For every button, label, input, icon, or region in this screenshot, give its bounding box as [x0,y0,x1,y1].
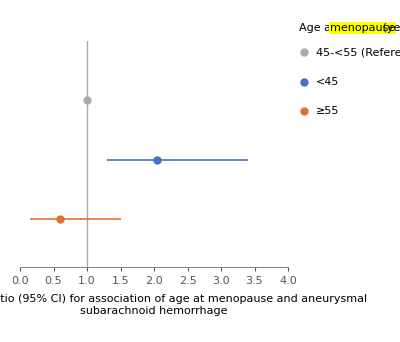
Text: 45-<55 (Reference): 45-<55 (Reference) [316,47,400,57]
Text: ≥55: ≥55 [316,106,340,116]
Text: Age at: Age at [299,23,338,33]
X-axis label: Hazards ratio (95% CI) for association of age at menopause and aneurysmal
subara: Hazards ratio (95% CI) for association o… [0,294,368,316]
Text: (years): (years) [379,23,400,33]
Text: menopause: menopause [330,23,395,33]
Text: <45: <45 [316,77,340,87]
